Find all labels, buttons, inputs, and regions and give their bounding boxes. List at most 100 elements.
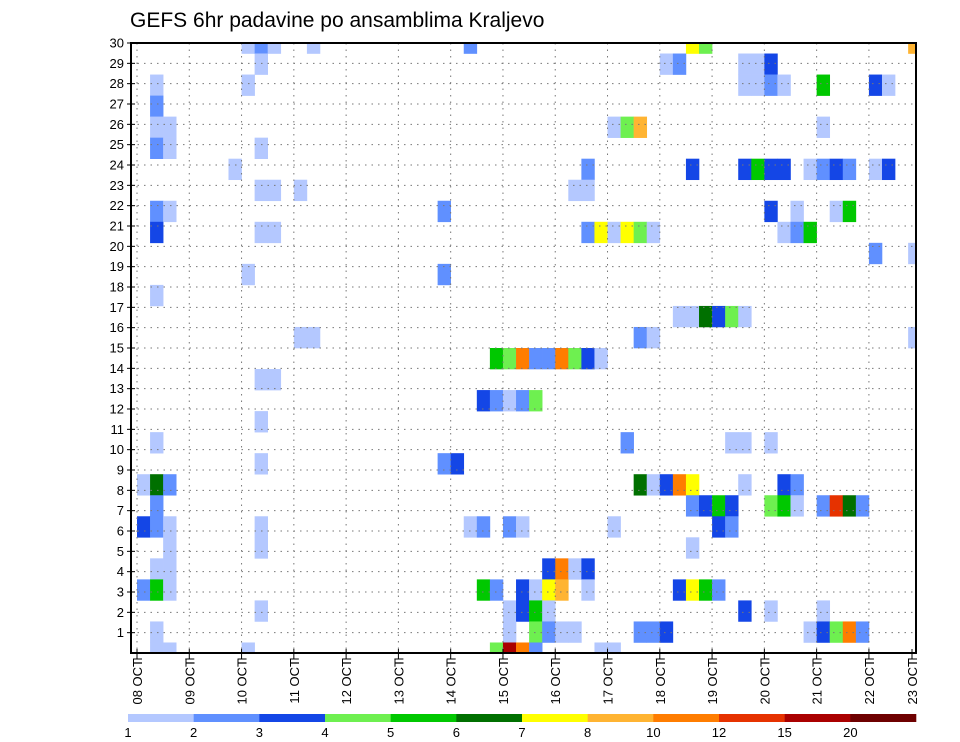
heatmap-cell <box>607 642 621 653</box>
legend-label: 5 <box>387 725 394 740</box>
heatmap-cell <box>241 263 255 286</box>
legend-swatch <box>390 714 457 722</box>
heatmap-cell <box>555 621 569 643</box>
y-tick-label: 30 <box>110 36 124 51</box>
heatmap-cell <box>829 158 844 181</box>
heatmap-cell <box>254 137 268 159</box>
heatmap-cell <box>672 305 687 328</box>
x-tick-label: 13 OCT <box>391 659 406 705</box>
legend-label: 1 <box>124 725 131 740</box>
heatmap-cell <box>581 221 595 244</box>
heatmap-cell <box>502 621 517 643</box>
heatmap-cell <box>502 516 517 538</box>
heatmap-cell <box>699 305 713 328</box>
heatmap-cell <box>725 495 739 517</box>
heatmap-cell <box>516 600 530 622</box>
y-tick-label: 2 <box>117 605 124 620</box>
legend-label: 8 <box>584 725 591 740</box>
heatmap-cell <box>529 348 543 370</box>
heatmap-cell <box>620 432 634 454</box>
heatmap-cell <box>712 516 726 538</box>
heatmap-cell <box>254 179 268 202</box>
x-tick-label: 17 OCT <box>601 659 616 705</box>
x-tick-label: 22 OCT <box>862 659 877 705</box>
heatmap-cell <box>790 200 804 223</box>
heatmap-cell <box>529 390 543 412</box>
y-tick-label: 28 <box>110 76 124 91</box>
heatmap-cell <box>241 74 255 96</box>
heatmap-cell <box>908 242 916 265</box>
x-tick-label: 09 OCT <box>182 659 197 705</box>
heatmap-cell <box>150 432 164 454</box>
y-tick-label: 9 <box>117 463 124 478</box>
heatmap-cell <box>293 179 308 202</box>
heatmap-cell <box>163 642 177 653</box>
heatmap-cell <box>594 221 608 244</box>
heatmap-cell <box>908 326 916 349</box>
heatmap-cell <box>699 495 713 517</box>
heatmap-cell <box>855 495 870 517</box>
heatmap-cell <box>437 263 451 286</box>
x-tick-label: 12 OCT <box>339 659 354 705</box>
heatmap-cell <box>777 495 791 517</box>
legend-label: 7 <box>518 725 525 740</box>
color-legend: 1 2 3 4 5 6 7 8 10 12 15 20 <box>124 714 917 740</box>
heatmap-cell <box>516 516 530 538</box>
heatmap-cell <box>620 116 634 138</box>
heatmap-cell <box>542 348 556 370</box>
heatmap-cell <box>529 642 543 653</box>
legend-swatch <box>522 714 588 722</box>
heatmap-cell <box>150 137 164 159</box>
heatmap-cell <box>150 284 164 307</box>
heatmap-cell <box>137 474 151 496</box>
heatmap-cell <box>659 53 674 75</box>
heatmap-cell <box>254 221 268 244</box>
heatmap-cell <box>581 158 595 181</box>
y-tick-label: 20 <box>110 239 124 254</box>
heatmap-cell <box>150 495 164 517</box>
heatmap-cell <box>163 200 177 223</box>
heatmap-cell <box>489 348 504 370</box>
legend-swatch <box>193 714 260 722</box>
heatmap-cell <box>646 621 661 643</box>
heatmap-cell <box>685 474 700 496</box>
heatmap-cell <box>568 558 582 580</box>
chart-title: GEFS 6hr padavine po ansamblima Kraljevo <box>130 9 544 32</box>
heatmap-cell <box>816 158 831 181</box>
heatmap-cell <box>685 537 700 559</box>
heatmap-cell <box>790 495 804 517</box>
heatmap-cell <box>555 579 569 601</box>
legend-label: 20 <box>843 725 857 740</box>
heatmap-cell <box>594 642 608 653</box>
heatmap-cell <box>672 579 687 601</box>
heatmap-cell <box>254 369 268 391</box>
heatmap-cell <box>685 305 700 328</box>
y-tick-label: 19 <box>110 259 124 274</box>
heatmap-cell <box>607 221 621 244</box>
y-tick-label: 3 <box>117 585 124 600</box>
heatmap-cell <box>633 221 648 244</box>
x-tick-label: 08 OCT <box>130 659 145 705</box>
heatmap-cell <box>816 116 831 138</box>
heatmap-cell <box>150 74 164 96</box>
heatmap-cell <box>254 53 268 75</box>
heatmap-cell <box>790 474 804 496</box>
heatmap-cell <box>555 348 569 370</box>
y-tick-label: 15 <box>110 341 124 356</box>
heatmap-cell <box>764 432 778 454</box>
heatmap-cell <box>738 305 752 328</box>
heatmap-cell <box>254 537 268 559</box>
heatmap-cell <box>150 200 164 223</box>
y-tick-label: 5 <box>117 544 124 559</box>
heatmap-cell <box>738 74 752 96</box>
heatmap-cell <box>568 179 582 202</box>
legend-label: 3 <box>256 725 263 740</box>
heatmap-cell <box>542 600 556 622</box>
heatmap-cell <box>777 158 791 181</box>
heatmap-cell <box>489 390 504 412</box>
heatmap-cell <box>607 516 621 538</box>
heatmap-cell <box>881 74 896 96</box>
heatmap-cell <box>803 221 817 244</box>
legend-label: 12 <box>712 725 726 740</box>
heatmap-cell <box>685 495 700 517</box>
